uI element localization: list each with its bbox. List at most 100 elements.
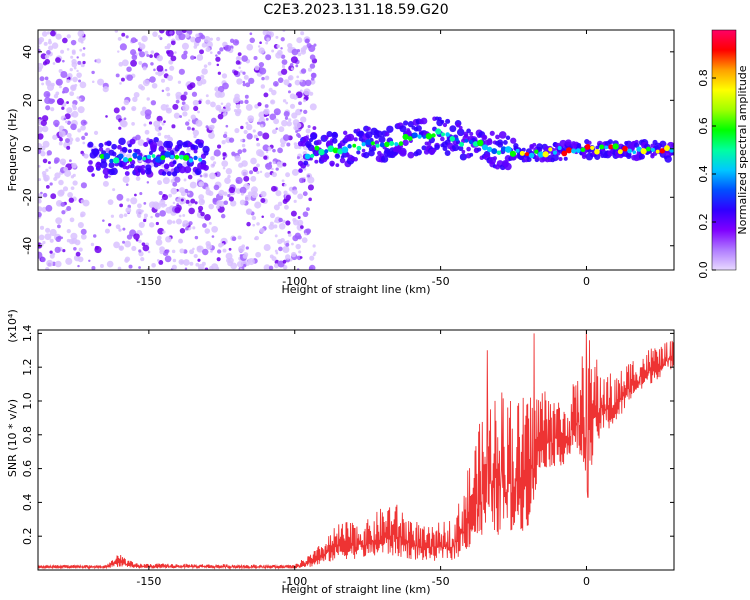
spectrogram-noise-mark xyxy=(81,53,86,57)
spectrogram-noise-mark xyxy=(166,107,171,112)
spectrogram-band-mark xyxy=(477,147,482,152)
spectrogram-noise-mark xyxy=(277,238,283,245)
spectrogram-noise-mark xyxy=(282,162,287,167)
spectrogram-core-mark xyxy=(664,145,670,152)
spectrogram-noise-mark xyxy=(146,181,150,184)
spectrogram-noise-mark xyxy=(71,103,77,108)
spectrogram-noise-mark xyxy=(257,45,261,48)
spectrogram-noise-mark xyxy=(254,201,262,209)
spectrogram-noise-mark xyxy=(205,125,209,129)
spectrogram-noise-mark xyxy=(38,148,42,155)
spectrogram-noise-mark xyxy=(239,70,243,74)
spectrogram-noise-mark xyxy=(164,134,168,139)
spectrogram-core-mark xyxy=(599,144,605,150)
spectrogram-core-mark xyxy=(425,132,433,140)
spectrogram-noise-mark xyxy=(212,197,218,203)
spectrogram-core-mark xyxy=(361,142,366,147)
spectrogram-noise-mark xyxy=(242,148,247,153)
spectrogram-noise-mark xyxy=(307,67,313,72)
spectrogram-noise-mark xyxy=(291,48,299,56)
spectrogram-noise-mark xyxy=(209,51,213,54)
spectrogram-noise-mark xyxy=(91,266,96,270)
spectrogram-noise-mark xyxy=(58,179,64,186)
spectrogram-core-mark xyxy=(612,143,619,150)
spectrogram-noise-mark xyxy=(66,132,72,138)
spectrogram-band-mark xyxy=(108,162,115,169)
spectrogram-noise-mark xyxy=(44,54,50,59)
spectrogram-band-mark xyxy=(87,165,94,173)
spectrogram-noise-mark xyxy=(305,79,312,87)
spectrogram-band-mark xyxy=(529,145,534,150)
spectrogram-noise-mark xyxy=(73,246,77,251)
spectrogram-band-mark xyxy=(124,171,130,176)
spectrogram-noise-mark xyxy=(273,204,280,211)
spectrogram-noise-mark xyxy=(130,59,137,67)
spectrogram-band-mark xyxy=(140,168,146,174)
spectrogram-noise-mark xyxy=(38,133,44,140)
spectrogram-band-mark xyxy=(532,142,537,147)
spectrogram-band-mark xyxy=(458,145,464,152)
spectrogram-noise-mark xyxy=(46,150,52,156)
spectrogram-noise-mark xyxy=(159,246,165,253)
spectrogram-core-mark xyxy=(341,146,349,154)
spectrogram-noise-mark xyxy=(254,65,260,71)
spectrogram-noise-mark xyxy=(239,199,246,206)
spectrogram-band-mark xyxy=(335,163,340,168)
colorbar-tick-label: 0.8 xyxy=(697,69,710,87)
spectrogram-noise-mark xyxy=(213,161,217,165)
spectrogram-noise-mark xyxy=(156,65,164,72)
spectrogram-noise-mark xyxy=(285,101,289,105)
spectrogram-noise-mark xyxy=(119,119,127,127)
spectrogram-band-mark xyxy=(104,174,109,179)
spectrogram-noise-mark xyxy=(283,79,290,86)
spectrogram-noise-mark xyxy=(150,50,155,54)
spectrogram-noise-mark xyxy=(216,106,221,111)
spectrogram-noise-mark xyxy=(234,110,241,117)
spectrogram-noise-mark xyxy=(285,220,291,226)
spectrogram-noise-mark xyxy=(209,172,216,180)
spectrogram-band-mark xyxy=(130,163,135,169)
spectrogram-core-mark xyxy=(122,157,129,163)
spectrogram-noise-mark xyxy=(142,66,147,71)
spectrogram-noise-mark xyxy=(120,77,125,82)
spectrogram-noise-mark xyxy=(166,92,171,97)
spectrogram-band-mark xyxy=(178,166,187,174)
spectrogram-noise-mark xyxy=(102,219,105,222)
spectrogram-noise-mark xyxy=(294,79,301,86)
snr-x-tick-label: -100 xyxy=(282,575,307,588)
spectrogram-noise-mark xyxy=(41,125,49,133)
snr-y-ticks: 0.2 0.4 0.6 0.8 1.0 1.2 1.4 xyxy=(21,325,674,545)
spectrogram-noise-mark xyxy=(147,250,151,254)
spectrogram-core-mark xyxy=(552,150,558,155)
spectrogram-noise-mark xyxy=(242,80,246,84)
spectrogram-x-tick-label: -100 xyxy=(282,275,307,288)
spectrogram-noise-mark xyxy=(234,127,240,134)
spectrogram-noise-mark xyxy=(269,221,274,226)
spectrogram-noise-mark xyxy=(261,76,265,81)
spectrogram-noise-mark xyxy=(70,112,74,117)
spectrogram-noise-mark xyxy=(157,132,162,137)
spectrogram-noise-mark xyxy=(164,45,168,50)
spectrogram-noise-mark xyxy=(138,61,143,65)
colorbar-tick-label: 0.2 xyxy=(697,213,710,231)
spectrogram-noise-mark xyxy=(159,210,166,217)
spectrogram-band-mark xyxy=(300,140,307,147)
spectrogram-noise-mark xyxy=(70,55,74,59)
spectrogram-noise-mark xyxy=(93,234,97,238)
spectrogram-core-mark xyxy=(365,139,372,146)
spectrogram-noise-mark xyxy=(285,194,291,201)
spectrogram-noise-mark xyxy=(195,262,200,267)
colorbar-tick-label: 0.0 xyxy=(697,261,710,279)
spectrogram-core-mark xyxy=(640,148,647,155)
spectrogram-noise-mark xyxy=(43,41,48,46)
spectrogram-noise-mark xyxy=(60,202,66,207)
spectrogram-noise-mark xyxy=(187,192,190,195)
spectrogram-noise-mark xyxy=(61,106,65,110)
spectrogram-noise-mark xyxy=(309,103,317,111)
spectrogram-noise-mark xyxy=(210,250,213,253)
spectrogram-noise-mark xyxy=(161,89,165,93)
spectrogram-noise-mark xyxy=(217,51,221,55)
spectrogram-y-tick-label: -20 xyxy=(21,188,34,206)
spectrogram-noise-mark xyxy=(133,233,140,240)
spectrogram-noise-mark xyxy=(172,181,178,187)
